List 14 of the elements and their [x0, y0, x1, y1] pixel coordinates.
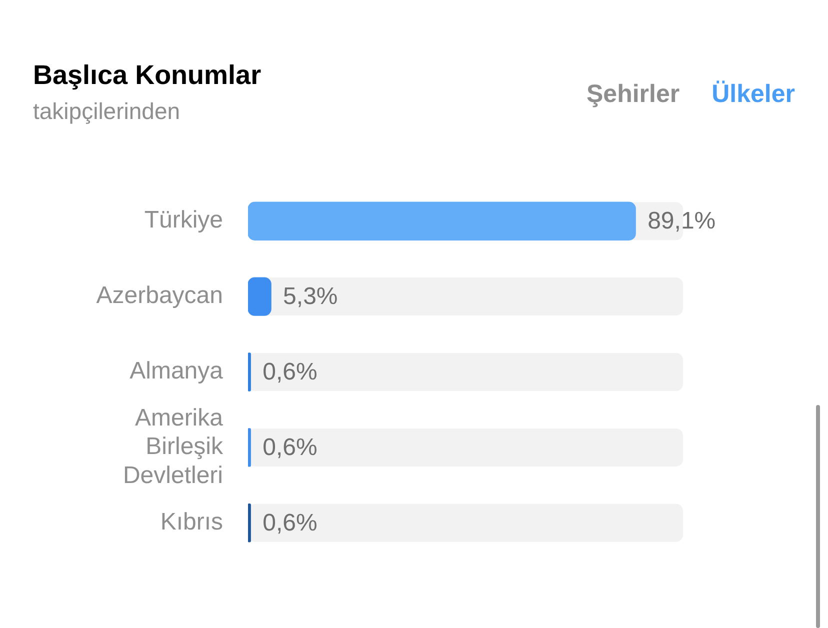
text: Ülkeler [712, 80, 795, 109]
data-label: 5,3% [283, 283, 338, 310]
chart-subtitle: takipçilerinden [33, 98, 180, 125]
chart-title: Başlıca Konumlar [33, 60, 262, 91]
y-tick-label: Kıbrıs [160, 508, 223, 536]
data-label: 0,6% [262, 510, 318, 537]
y-tick-label: Türkiye [144, 206, 223, 234]
data-label: 89,1% [648, 208, 716, 235]
y-tick-label: Almanya [130, 358, 224, 385]
text: Şehirler [586, 80, 680, 109]
data-label: 0,6% [262, 434, 318, 462]
y-tick-label: Amerika Birleşik Devletleri [122, 404, 224, 489]
data-label: 0,6% [262, 358, 318, 386]
y-tick-label: Azerbaycan [96, 282, 223, 310]
